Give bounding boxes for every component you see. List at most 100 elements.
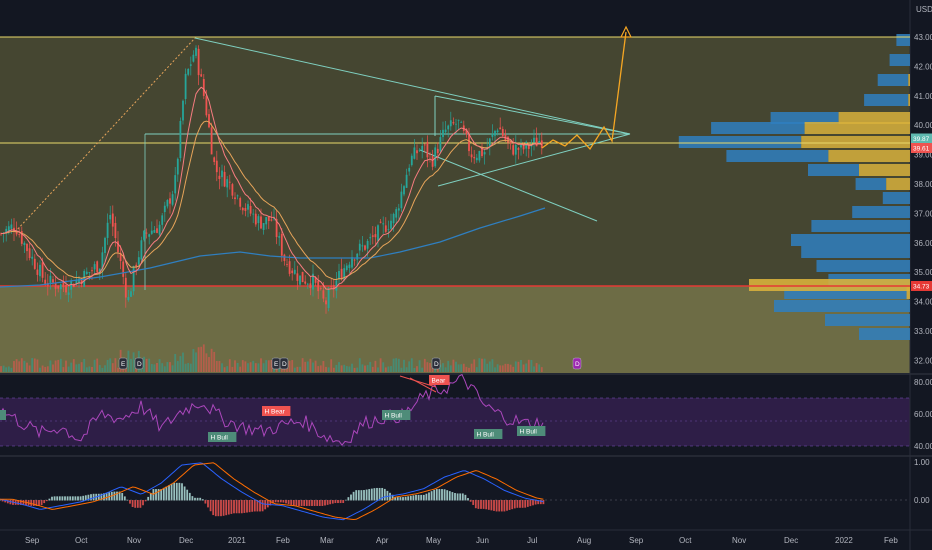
volume-bar [470,363,473,372]
candle-body [28,248,31,259]
time-axis[interactable]: Sep Oct Nov Dec 2021 Feb Mar Apr May Jun Jul Aug Sep… [25,536,898,545]
volume-bar [312,362,314,372]
candle-body [507,136,509,143]
candle-body [72,284,75,288]
volume-bar [442,363,444,372]
candle-body [174,175,177,194]
divergence-tag [517,426,546,436]
candle-body [104,237,106,253]
macd-hist-bar [269,500,272,506]
candle-body [156,228,158,233]
profile-row-down [859,164,910,176]
volume-bar [335,364,338,372]
candle-body [130,291,132,297]
candle-body [249,205,252,214]
macd-hist-bar [443,489,446,501]
volume-bar [340,365,343,372]
volume-bar [384,367,387,372]
candle-body [205,95,208,116]
projection-arrow-icon [620,25,632,38]
volume-bar [439,364,442,372]
macd-axis[interactable]: 1.00 0.00 [914,458,930,505]
candle-body [488,138,491,147]
macd-hist-bar [43,500,46,504]
macd-hist-bar [194,497,196,501]
candle-body [416,150,418,154]
volume-bar [418,360,421,372]
candle-body [509,141,512,144]
macd-hist-bar [352,491,355,501]
macd-hist-bar [282,500,285,503]
volume-bar [429,363,431,372]
event-flag[interactable] [279,357,289,370]
macd-hist-bar [217,500,220,517]
candle-body [49,275,52,283]
volume-bar [104,365,106,372]
macd-hist-bar [300,500,303,506]
macd-hist-bar [326,500,329,505]
candle-body [351,257,353,268]
candle-body [54,283,57,289]
event-flag[interactable] [118,357,128,370]
macd-hist-bar [472,500,475,505]
macd-hist-bar [386,490,389,501]
candle-body [52,279,54,283]
macd-hist-bar [308,500,311,506]
volume-bar [249,362,252,372]
price-axis[interactable]: 43.00 42.00 41.00 40.00 39.00 38.00 37.00 36.00… [914,33,932,365]
volume-bar [330,359,333,372]
volume-bar [288,360,291,372]
volume-bar [262,363,265,372]
macd-hist-bar [32,500,35,506]
candle-body [176,158,179,175]
volume-bar [49,360,52,372]
candle-body [431,155,434,167]
dotted-trend [14,37,196,233]
candle-body [421,145,424,151]
macd-hist-bar [376,487,378,501]
volume-bar [296,366,299,372]
candle-body [369,237,372,239]
volume-bar [202,344,205,372]
volume-bar [538,364,541,372]
macd-hist-bar [253,500,256,512]
macd-hist-bar [370,488,373,501]
event-flag-label: E [121,361,126,368]
profile-row-up [811,220,910,232]
wedge-lower-line [419,149,598,222]
candle-body [283,254,286,262]
rsi-axis[interactable]: 80.00 60.00 40.00 [914,378,932,451]
candle-body [512,145,515,155]
candle-body [442,129,444,138]
macd-hist-bar [446,490,449,501]
candle-body [20,231,23,244]
volume-bar [410,358,413,372]
volume-bar [200,346,203,372]
macd-hist-bar [511,500,514,510]
macd-hist-bar [467,498,469,501]
volume-bar [299,366,301,372]
volume-bar [23,360,26,372]
time-tick: Oct [679,536,692,545]
candle-body [192,54,195,62]
event-flag[interactable] [572,357,582,370]
macd-hist-bar [191,496,194,501]
candle-body [75,279,78,285]
volume-bar [496,364,499,372]
event-flag[interactable] [134,357,144,370]
macd-hist-bar [178,482,181,501]
candle-body [418,149,421,151]
candle-body [358,243,361,251]
candle-body [403,186,405,195]
candle-body [379,221,382,223]
price-tick: 34.00 [914,298,932,307]
candle-body [39,264,41,277]
time-tick: Jul [527,536,537,545]
event-flag[interactable] [431,357,441,370]
macd-hist-bar [225,500,228,516]
macd-hist-bar [84,495,87,501]
macd-hist-bar [220,500,222,517]
macd-hist-bar [1,500,4,502]
